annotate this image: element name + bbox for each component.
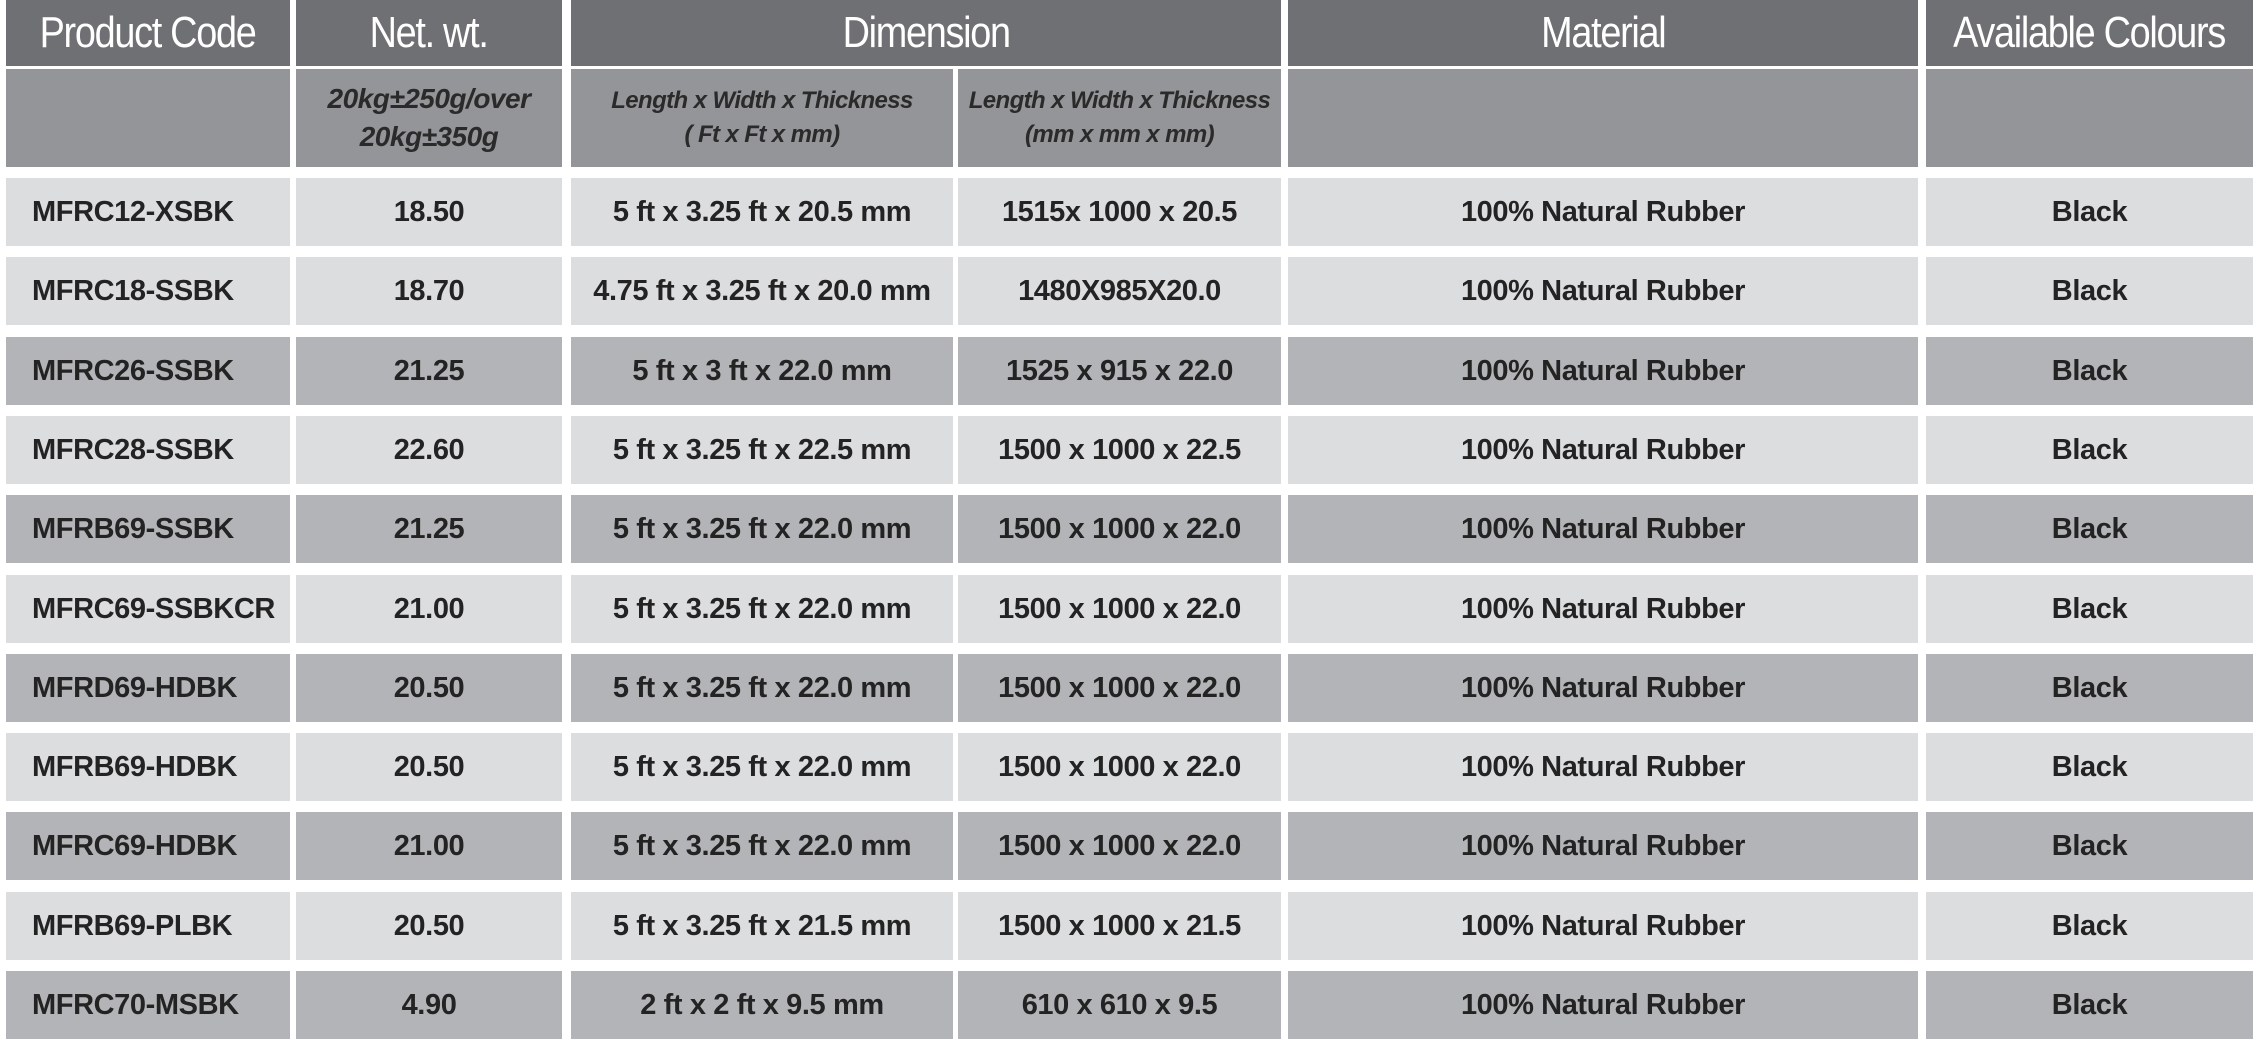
cell-product-code: MFRB69-SSBK	[6, 495, 290, 563]
subheader-material	[1288, 69, 1918, 167]
dim-ft-line1: Length x Width x Thickness	[611, 87, 913, 114]
subheader-dimension-ft: Length x Width x Thickness ( Ft x Ft x m…	[571, 69, 953, 167]
header-dimension: Dimension	[571, 0, 1281, 66]
cell-material: 100% Natural Rubber	[1288, 575, 1918, 643]
cell-dimension-mm: 1500 x 1000 x 22.0	[958, 495, 1281, 563]
header-product-code: Product Code	[6, 0, 290, 66]
cell-dimension-ft: 5 ft x 3.25 ft x 22.5 mm	[571, 416, 953, 484]
header-net-wt: Net. wt.	[296, 0, 562, 66]
cell-net-wt: 18.50	[296, 178, 562, 246]
cell-material: 100% Natural Rubber	[1288, 654, 1918, 722]
cell-dimension-ft: 5 ft x 3.25 ft x 22.0 mm	[571, 654, 953, 722]
dim-mm-line2: (mm x mm x mm)	[1025, 121, 1215, 148]
cell-colour: Black	[1926, 416, 2253, 484]
cell-colour: Black	[1926, 812, 2253, 880]
net-wt-tolerance-line1: 20kg±250g/over	[327, 83, 531, 114]
cell-net-wt: 20.50	[296, 892, 562, 960]
cell-dimension-ft: 5 ft x 3.25 ft x 22.0 mm	[571, 575, 953, 643]
cell-dimension-ft: 5 ft x 3.25 ft x 22.0 mm	[571, 733, 953, 801]
header-material: Material	[1288, 0, 1918, 66]
subheader-net-wt: 20kg±250g/over 20kg±350g	[296, 69, 562, 167]
cell-material: 100% Natural Rubber	[1288, 257, 1918, 325]
cell-product-code: MFRD69-HDBK	[6, 654, 290, 722]
cell-dimension-mm: 610 x 610 x 9.5	[958, 971, 1281, 1039]
cell-product-code: MFRC28-SSBK	[6, 416, 290, 484]
cell-material: 100% Natural Rubber	[1288, 495, 1918, 563]
cell-dimension-ft: 5 ft x 3.25 ft x 22.0 mm	[571, 495, 953, 563]
dim-mm-line1: Length x Width x Thickness	[968, 87, 1271, 114]
cell-product-code: MFRB69-PLBK	[6, 892, 290, 960]
cell-material: 100% Natural Rubber	[1288, 812, 1918, 880]
cell-net-wt: 22.60	[296, 416, 562, 484]
cell-colour: Black	[1926, 337, 2253, 405]
cell-product-code: MFRC26-SSBK	[6, 337, 290, 405]
cell-dimension-mm: 1480X985X20.0	[958, 257, 1281, 325]
subheader-product-code	[6, 69, 290, 167]
cell-dimension-ft: 2 ft x 2 ft x 9.5 mm	[571, 971, 953, 1039]
cell-colour: Black	[1926, 257, 2253, 325]
cell-material: 100% Natural Rubber	[1288, 178, 1918, 246]
header-material-label: Material	[1540, 8, 1667, 57]
cell-dimension-mm: 1500 x 1000 x 22.0	[958, 575, 1281, 643]
cell-net-wt: 20.50	[296, 733, 562, 801]
cell-dimension-mm: 1500 x 1000 x 22.0	[958, 733, 1281, 801]
cell-dimension-ft: 4.75 ft x 3.25 ft x 20.0 mm	[571, 257, 953, 325]
cell-colour: Black	[1926, 575, 2253, 643]
cell-dimension-ft: 5 ft x 3.25 ft x 21.5 mm	[571, 892, 953, 960]
cell-dimension-ft: 5 ft x 3 ft x 22.0 mm	[571, 337, 953, 405]
cell-product-code: MFRC12-XSBK	[6, 178, 290, 246]
dim-ft-line2: ( Ft x Ft x mm)	[684, 121, 840, 148]
cell-material: 100% Natural Rubber	[1288, 337, 1918, 405]
cell-product-code: MFRC18-SSBK	[6, 257, 290, 325]
cell-dimension-mm: 1515x 1000 x 20.5	[958, 178, 1281, 246]
cell-colour: Black	[1926, 733, 2253, 801]
cell-net-wt: 21.25	[296, 495, 562, 563]
cell-net-wt: 21.00	[296, 812, 562, 880]
header-dimension-label: Dimension	[842, 8, 1010, 57]
cell-material: 100% Natural Rubber	[1288, 416, 1918, 484]
cell-colour: Black	[1926, 892, 2253, 960]
cell-product-code: MFRC69-HDBK	[6, 812, 290, 880]
header-available-colours: Available Colours	[1926, 0, 2253, 66]
cell-net-wt: 20.50	[296, 654, 562, 722]
cell-colour: Black	[1926, 654, 2253, 722]
net-wt-tolerance-line2: 20kg±350g	[359, 121, 499, 152]
cell-product-code: MFRB69-HDBK	[6, 733, 290, 801]
cell-dimension-ft: 5 ft x 3.25 ft x 20.5 mm	[571, 178, 953, 246]
header-net-wt-label: Net. wt.	[370, 8, 489, 57]
cell-dimension-mm: 1525 x 915 x 22.0	[958, 337, 1281, 405]
header-available-colours-label: Available Colours	[1953, 8, 2227, 57]
subheader-dimension-mm: Length x Width x Thickness (mm x mm x mm…	[958, 69, 1281, 167]
cell-material: 100% Natural Rubber	[1288, 892, 1918, 960]
cell-net-wt: 21.25	[296, 337, 562, 405]
cell-colour: Black	[1926, 495, 2253, 563]
cell-material: 100% Natural Rubber	[1288, 733, 1918, 801]
cell-product-code: MFRC69-SSBKCR	[6, 575, 290, 643]
cell-dimension-mm: 1500 x 1000 x 22.0	[958, 654, 1281, 722]
cell-dimension-mm: 1500 x 1000 x 22.5	[958, 416, 1281, 484]
cell-dimension-ft: 5 ft x 3.25 ft x 22.0 mm	[571, 812, 953, 880]
cell-product-code: MFRC70-MSBK	[6, 971, 290, 1039]
cell-net-wt: 4.90	[296, 971, 562, 1039]
cell-colour: Black	[1926, 178, 2253, 246]
cell-net-wt: 18.70	[296, 257, 562, 325]
cell-net-wt: 21.00	[296, 575, 562, 643]
cell-dimension-mm: 1500 x 1000 x 22.0	[958, 812, 1281, 880]
cell-dimension-mm: 1500 x 1000 x 21.5	[958, 892, 1281, 960]
header-product-code-label: Product Code	[40, 8, 257, 57]
cell-colour: Black	[1926, 971, 2253, 1039]
subheader-available-colours	[1926, 69, 2253, 167]
cell-material: 100% Natural Rubber	[1288, 971, 1918, 1039]
